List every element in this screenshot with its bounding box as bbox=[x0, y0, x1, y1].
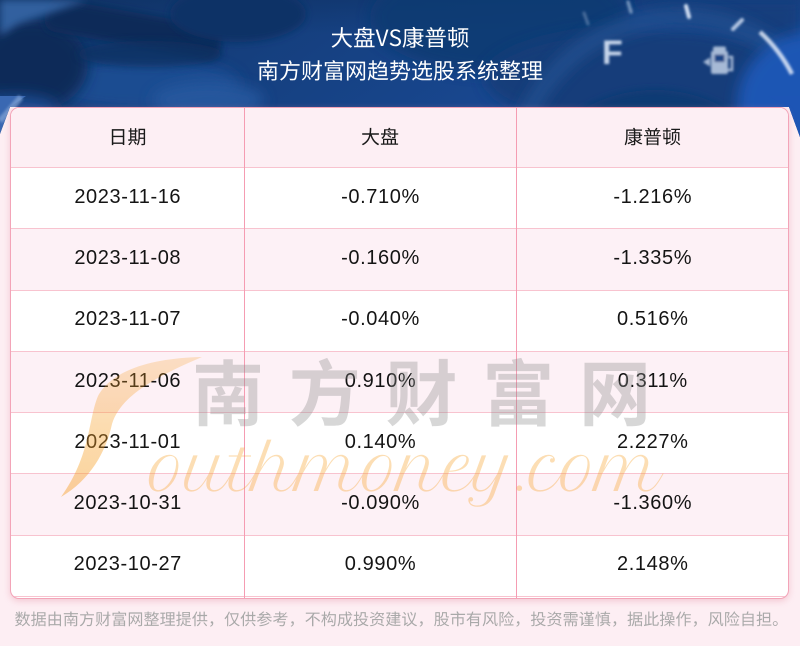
svg-text:F: F bbox=[602, 34, 623, 72]
